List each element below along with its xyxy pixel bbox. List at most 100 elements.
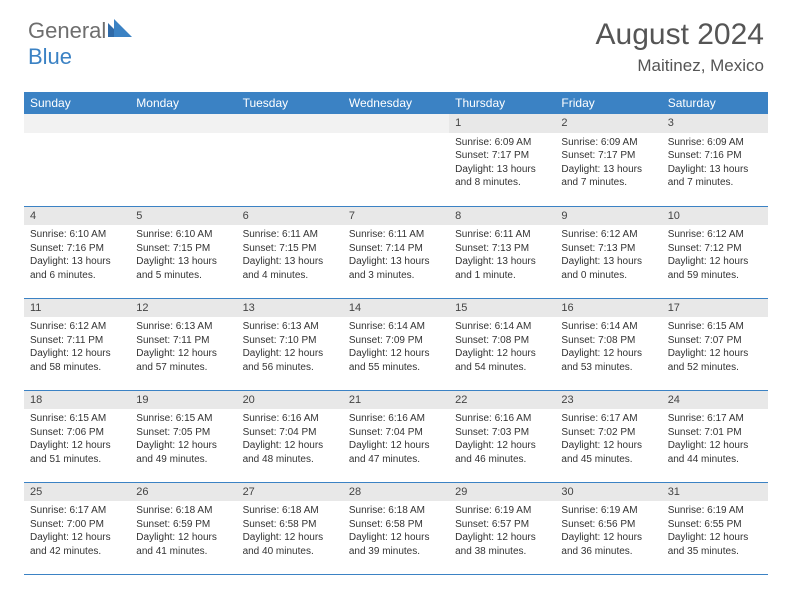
- sunrise-text: Sunrise: 6:12 AM: [30, 320, 124, 334]
- daylight-text: Daylight: 12 hours and 46 minutes.: [455, 439, 549, 466]
- sunrise-text: Sunrise: 6:10 AM: [30, 228, 124, 242]
- brand-text-general: General: [28, 18, 106, 44]
- day-detail: Sunrise: 6:16 AMSunset: 7:04 PMDaylight:…: [343, 409, 449, 470]
- day-number: 6: [237, 207, 343, 226]
- sunrise-text: Sunrise: 6:17 AM: [30, 504, 124, 518]
- page-header: General August 2024 Maitinez, Mexico: [0, 0, 792, 84]
- day-detail: Sunrise: 6:14 AMSunset: 7:09 PMDaylight:…: [343, 317, 449, 378]
- daylight-text: Daylight: 13 hours and 8 minutes.: [455, 163, 549, 190]
- daylight-text: Daylight: 12 hours and 51 minutes.: [30, 439, 124, 466]
- calendar-day-cell: 2Sunrise: 6:09 AMSunset: 7:17 PMDaylight…: [555, 114, 661, 206]
- day-detail: Sunrise: 6:11 AMSunset: 7:15 PMDaylight:…: [237, 225, 343, 286]
- sunrise-text: Sunrise: 6:11 AM: [349, 228, 443, 242]
- daylight-text: Daylight: 13 hours and 0 minutes.: [561, 255, 655, 282]
- daylight-text: Daylight: 12 hours and 45 minutes.: [561, 439, 655, 466]
- day-detail: Sunrise: 6:19 AMSunset: 6:56 PMDaylight:…: [555, 501, 661, 562]
- day-number: 17: [662, 299, 768, 318]
- calendar-week-row: 1Sunrise: 6:09 AMSunset: 7:17 PMDaylight…: [24, 114, 768, 206]
- calendar-day-cell: 5Sunrise: 6:10 AMSunset: 7:15 PMDaylight…: [130, 206, 236, 298]
- calendar-day-cell: 17Sunrise: 6:15 AMSunset: 7:07 PMDayligh…: [662, 298, 768, 390]
- sunset-text: Sunset: 6:58 PM: [243, 518, 337, 532]
- sunrise-text: Sunrise: 6:14 AM: [455, 320, 549, 334]
- day-detail: Sunrise: 6:12 AMSunset: 7:11 PMDaylight:…: [24, 317, 130, 378]
- calendar-day-cell: 24Sunrise: 6:17 AMSunset: 7:01 PMDayligh…: [662, 390, 768, 482]
- day-detail: Sunrise: 6:09 AMSunset: 7:17 PMDaylight:…: [555, 133, 661, 194]
- day-detail: Sunrise: 6:11 AMSunset: 7:14 PMDaylight:…: [343, 225, 449, 286]
- day-detail: Sunrise: 6:15 AMSunset: 7:06 PMDaylight:…: [24, 409, 130, 470]
- location-label: Maitinez, Mexico: [596, 56, 764, 76]
- day-number: 11: [24, 299, 130, 318]
- daylight-text: Daylight: 12 hours and 39 minutes.: [349, 531, 443, 558]
- calendar-day-cell: [343, 114, 449, 206]
- daylight-text: Daylight: 13 hours and 5 minutes.: [136, 255, 230, 282]
- sunset-text: Sunset: 7:00 PM: [30, 518, 124, 532]
- day-detail: Sunrise: 6:09 AMSunset: 7:16 PMDaylight:…: [662, 133, 768, 194]
- sunset-text: Sunset: 7:15 PM: [243, 242, 337, 256]
- sunset-text: Sunset: 6:59 PM: [136, 518, 230, 532]
- day-number: 29: [449, 483, 555, 502]
- sunrise-text: Sunrise: 6:13 AM: [243, 320, 337, 334]
- sunset-text: Sunset: 7:09 PM: [349, 334, 443, 348]
- day-number: 19: [130, 391, 236, 410]
- sunrise-text: Sunrise: 6:10 AM: [136, 228, 230, 242]
- day-header: Wednesday: [343, 92, 449, 114]
- calendar-day-cell: 11Sunrise: 6:12 AMSunset: 7:11 PMDayligh…: [24, 298, 130, 390]
- day-number: 24: [662, 391, 768, 410]
- day-detail: Sunrise: 6:15 AMSunset: 7:07 PMDaylight:…: [662, 317, 768, 378]
- calendar-day-cell: 23Sunrise: 6:17 AMSunset: 7:02 PMDayligh…: [555, 390, 661, 482]
- calendar-table: SundayMondayTuesdayWednesdayThursdayFrid…: [24, 92, 768, 575]
- daylight-text: Daylight: 12 hours and 36 minutes.: [561, 531, 655, 558]
- day-number: 20: [237, 391, 343, 410]
- sunrise-text: Sunrise: 6:14 AM: [349, 320, 443, 334]
- day-detail: Sunrise: 6:18 AMSunset: 6:58 PMDaylight:…: [343, 501, 449, 562]
- day-detail: Sunrise: 6:17 AMSunset: 7:00 PMDaylight:…: [24, 501, 130, 562]
- calendar-week-row: 25Sunrise: 6:17 AMSunset: 7:00 PMDayligh…: [24, 482, 768, 574]
- calendar-day-cell: 10Sunrise: 6:12 AMSunset: 7:12 PMDayligh…: [662, 206, 768, 298]
- sunset-text: Sunset: 6:57 PM: [455, 518, 549, 532]
- sunset-text: Sunset: 7:12 PM: [668, 242, 762, 256]
- day-header: Thursday: [449, 92, 555, 114]
- day-detail: Sunrise: 6:18 AMSunset: 6:58 PMDaylight:…: [237, 501, 343, 562]
- title-block: August 2024 Maitinez, Mexico: [596, 18, 764, 76]
- calendar-week-row: 11Sunrise: 6:12 AMSunset: 7:11 PMDayligh…: [24, 298, 768, 390]
- day-number-empty: [24, 114, 130, 133]
- day-detail: Sunrise: 6:13 AMSunset: 7:11 PMDaylight:…: [130, 317, 236, 378]
- day-number: 10: [662, 207, 768, 226]
- day-number: 18: [24, 391, 130, 410]
- month-title: August 2024: [596, 18, 764, 52]
- calendar-day-cell: 22Sunrise: 6:16 AMSunset: 7:03 PMDayligh…: [449, 390, 555, 482]
- daylight-text: Daylight: 13 hours and 3 minutes.: [349, 255, 443, 282]
- sunrise-text: Sunrise: 6:09 AM: [455, 136, 549, 150]
- sunrise-text: Sunrise: 6:19 AM: [668, 504, 762, 518]
- day-number: 5: [130, 207, 236, 226]
- day-number: 31: [662, 483, 768, 502]
- calendar-day-cell: 28Sunrise: 6:18 AMSunset: 6:58 PMDayligh…: [343, 482, 449, 574]
- calendar-day-cell: 15Sunrise: 6:14 AMSunset: 7:08 PMDayligh…: [449, 298, 555, 390]
- sunset-text: Sunset: 7:13 PM: [455, 242, 549, 256]
- sunset-text: Sunset: 7:10 PM: [243, 334, 337, 348]
- day-detail: Sunrise: 6:17 AMSunset: 7:01 PMDaylight:…: [662, 409, 768, 470]
- sunrise-text: Sunrise: 6:19 AM: [561, 504, 655, 518]
- sunset-text: Sunset: 7:17 PM: [561, 149, 655, 163]
- day-detail: Sunrise: 6:10 AMSunset: 7:16 PMDaylight:…: [24, 225, 130, 286]
- daylight-text: Daylight: 12 hours and 41 minutes.: [136, 531, 230, 558]
- day-detail: Sunrise: 6:19 AMSunset: 6:55 PMDaylight:…: [662, 501, 768, 562]
- sunset-text: Sunset: 6:58 PM: [349, 518, 443, 532]
- day-number: 9: [555, 207, 661, 226]
- day-number: 3: [662, 114, 768, 133]
- calendar-day-cell: 16Sunrise: 6:14 AMSunset: 7:08 PMDayligh…: [555, 298, 661, 390]
- day-number-empty: [237, 114, 343, 133]
- day-detail: Sunrise: 6:10 AMSunset: 7:15 PMDaylight:…: [130, 225, 236, 286]
- sunset-text: Sunset: 7:15 PM: [136, 242, 230, 256]
- calendar-day-cell: [130, 114, 236, 206]
- daylight-text: Daylight: 12 hours and 55 minutes.: [349, 347, 443, 374]
- daylight-text: Daylight: 12 hours and 49 minutes.: [136, 439, 230, 466]
- sunrise-text: Sunrise: 6:18 AM: [136, 504, 230, 518]
- sunset-text: Sunset: 7:03 PM: [455, 426, 549, 440]
- sunrise-text: Sunrise: 6:18 AM: [243, 504, 337, 518]
- day-number: 26: [130, 483, 236, 502]
- sunset-text: Sunset: 7:11 PM: [136, 334, 230, 348]
- calendar-day-cell: 9Sunrise: 6:12 AMSunset: 7:13 PMDaylight…: [555, 206, 661, 298]
- daylight-text: Daylight: 12 hours and 48 minutes.: [243, 439, 337, 466]
- daylight-text: Daylight: 12 hours and 47 minutes.: [349, 439, 443, 466]
